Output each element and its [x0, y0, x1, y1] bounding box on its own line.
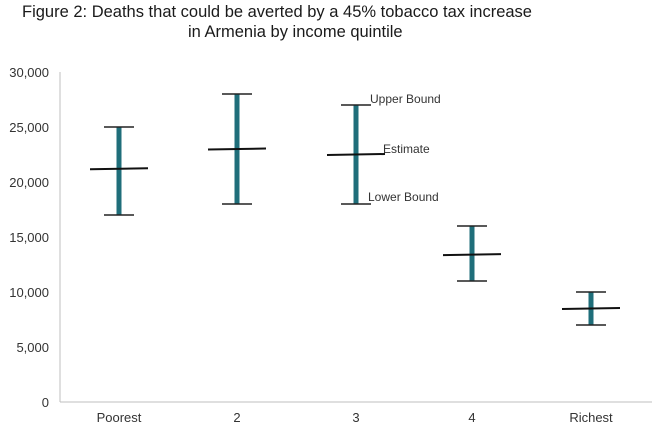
- y-tick-label: 20,000: [9, 175, 49, 190]
- x-tick-label: Poorest: [97, 410, 142, 425]
- estimate-marker: [442, 253, 502, 257]
- error-bar-group: [442, 225, 502, 282]
- error-bar-group: [207, 93, 267, 205]
- error-bars: [89, 93, 621, 326]
- y-tick-label: 25,000: [9, 120, 49, 135]
- estimate-marker: [326, 153, 386, 156]
- error-bar-group: [326, 104, 386, 205]
- annotation-lower-bound: Lower Bound: [368, 190, 439, 204]
- annotation-estimate: Estimate: [383, 142, 430, 156]
- x-tick-label: Richest: [569, 410, 613, 425]
- estimate-marker: [89, 167, 149, 171]
- x-tick-labels: Poorest 2 3 4 Richest: [97, 410, 613, 425]
- annotations: Upper Bound Estimate Lower Bound: [368, 92, 441, 204]
- x-tick-label: 3: [352, 410, 359, 425]
- error-bar-group: [561, 291, 621, 326]
- x-tick-label: 4: [468, 410, 475, 425]
- estimate-marker: [561, 307, 621, 310]
- x-tick-label: 2: [233, 410, 240, 425]
- y-tick-label: 5,000: [16, 340, 49, 355]
- annotation-upper-bound: Upper Bound: [370, 92, 441, 106]
- chart-title-line-1: Figure 2: Deaths that could be averted b…: [22, 3, 532, 21]
- y-tick-label: 10,000: [9, 285, 49, 300]
- error-bar-group: [89, 126, 149, 216]
- estimate-marker: [207, 147, 267, 151]
- y-tick-labels: 0 5,000 10,000 15,000 20,000 25,000 30,000: [9, 65, 49, 410]
- y-tick-label: 15,000: [9, 230, 49, 245]
- y-tick-label: 30,000: [9, 65, 49, 80]
- chart-title-line-2: in Armenia by income quintile: [188, 23, 403, 41]
- y-tick-label: 0: [42, 395, 49, 410]
